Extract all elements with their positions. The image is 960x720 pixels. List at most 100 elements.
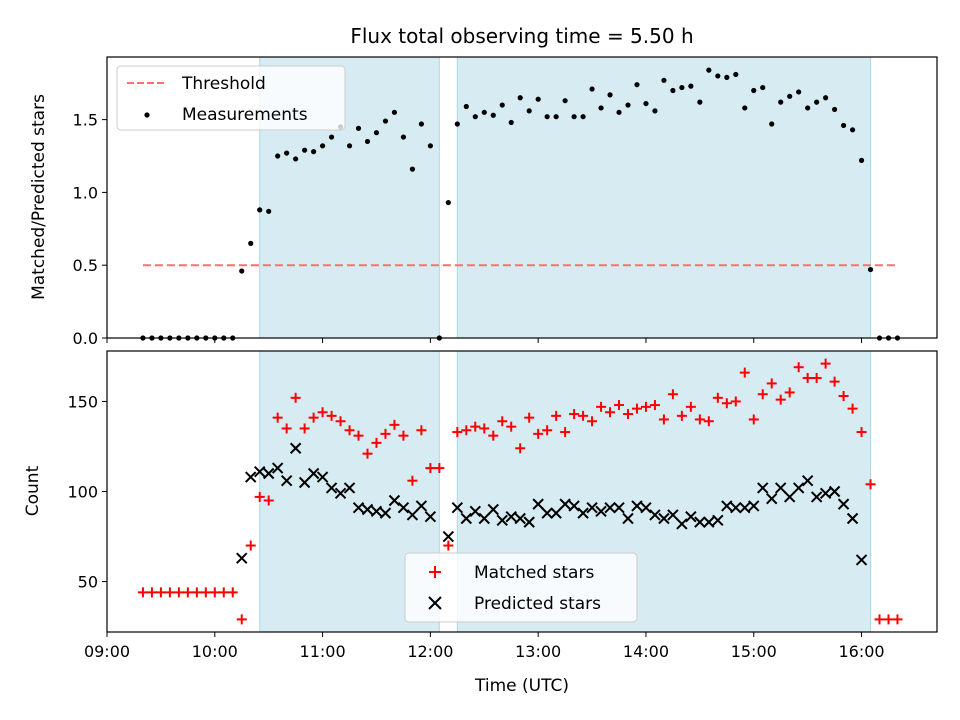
predicted-point <box>712 514 724 527</box>
measurement-point <box>499 102 505 108</box>
measurement-point <box>490 112 496 118</box>
matched-point <box>766 378 777 389</box>
top-panel: 0.0 0.5 1.0 1.5 Matched/Predicted stars Thr… <box>29 56 938 348</box>
predicted-point <box>694 516 706 528</box>
predicted-point <box>721 500 733 512</box>
predicted-point <box>792 482 805 494</box>
predicted-point <box>236 552 248 564</box>
bottom-y-axis-label: Count <box>23 465 43 516</box>
matched-point <box>658 414 669 425</box>
matched-point <box>209 587 220 598</box>
matched-point <box>685 401 696 412</box>
measurement-point <box>418 121 424 127</box>
matched-point <box>533 428 544 439</box>
matched-point <box>757 389 768 400</box>
predicted-point <box>676 518 688 530</box>
predicted-point <box>280 474 293 487</box>
predicted-point <box>397 502 410 514</box>
predicted-point <box>586 502 598 514</box>
matched-point <box>497 416 508 427</box>
predicted-point <box>667 509 679 521</box>
matched-point <box>137 587 148 598</box>
matched-point <box>551 410 562 421</box>
matched-point <box>317 407 328 418</box>
predicted-point <box>595 505 607 518</box>
predicted-point <box>262 467 275 480</box>
matched-point <box>335 416 346 427</box>
measurements-series <box>140 67 901 341</box>
predicted-point <box>766 492 778 505</box>
measurement-point <box>409 166 416 172</box>
predicted-point <box>316 471 329 483</box>
matched-point <box>164 587 175 598</box>
matched-point <box>793 362 804 373</box>
matched-point <box>596 401 607 412</box>
predicted-point <box>352 502 365 514</box>
top-shaded-intervals <box>259 56 872 339</box>
bottom-legend-box <box>404 552 638 623</box>
matched-point <box>389 419 400 430</box>
matched-point <box>874 614 885 625</box>
chart-title: Flux total observing time = 5.50 h <box>350 24 693 48</box>
measurement-point <box>589 86 595 92</box>
measurement-point <box>661 77 667 83</box>
legend-measurements-label: Measurements <box>182 105 308 125</box>
measurement-point <box>293 156 299 162</box>
matched-point <box>892 614 903 625</box>
x-tick-label: 09:00 <box>84 642 130 661</box>
measurement-point <box>427 143 433 149</box>
shaded-interval <box>456 56 872 339</box>
measurement-point <box>742 105 748 111</box>
matched-point <box>614 400 625 411</box>
predicted-point <box>739 502 751 514</box>
top-y-ticks: 0.0 0.5 1.0 1.5 <box>73 111 107 348</box>
matched-point <box>182 587 193 598</box>
matched-legend-marker <box>429 566 441 578</box>
x-tick-label: 16:00 <box>838 642 884 661</box>
measurement-point <box>616 109 622 115</box>
matched-point <box>461 425 472 436</box>
predicted-point <box>298 476 311 489</box>
predicted-point <box>604 502 616 514</box>
matched-point <box>730 396 741 407</box>
matched-point <box>218 587 229 598</box>
measurement-point <box>328 134 335 140</box>
y-tick-label: 1.5 <box>73 111 98 130</box>
matched-point <box>605 407 616 418</box>
predicted-point <box>361 503 374 516</box>
matched-point <box>784 387 795 398</box>
predicted-point <box>810 491 823 503</box>
measurement-point <box>796 89 802 95</box>
matched-point <box>191 587 202 598</box>
predicted-point <box>496 514 508 527</box>
measurement-point <box>840 122 847 129</box>
predicted-point <box>379 507 392 519</box>
measurement-point <box>598 105 604 111</box>
matched-point <box>155 587 166 598</box>
measurement-point <box>760 84 766 91</box>
matched-point <box>281 423 292 434</box>
predicted-point <box>559 498 571 510</box>
y-tick-label: 0.5 <box>73 256 98 275</box>
predicted-point <box>622 512 634 525</box>
predicted-point <box>631 500 643 512</box>
predicted-point <box>640 502 652 514</box>
predicted-point <box>550 507 562 519</box>
x-tick-label: 12:00 <box>407 642 453 661</box>
y-tick-label: 50 <box>78 573 98 592</box>
measurement-point <box>382 118 389 124</box>
matched-point <box>479 423 490 434</box>
measurement-point <box>607 92 613 98</box>
matched-point <box>254 491 265 502</box>
predicted-point <box>406 509 419 521</box>
matched-point <box>739 367 750 378</box>
measurement-point <box>355 125 362 131</box>
legend-threshold-label: Threshold <box>181 74 266 94</box>
matched-point <box>721 398 732 409</box>
x-tick-label: 13:00 <box>515 642 561 661</box>
measurement-point <box>814 99 820 105</box>
matched-point <box>524 412 535 423</box>
matched-point <box>398 430 409 441</box>
measurement-point <box>634 82 640 88</box>
